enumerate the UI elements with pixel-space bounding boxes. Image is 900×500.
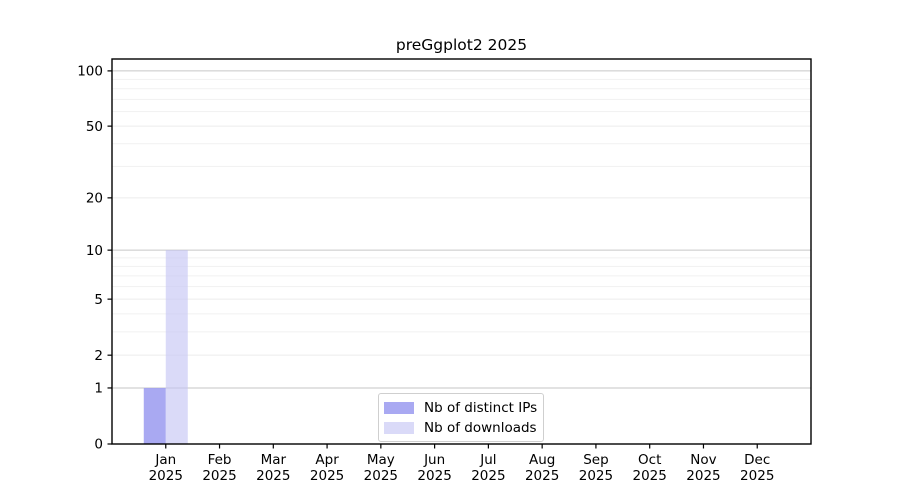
x-tick-label-month-jul: Jul (479, 452, 496, 468)
x-tick-label-month-jan: Jan (154, 452, 176, 468)
x-tick-label-year-mar: 2025 (256, 468, 290, 484)
x-tick-label-year-jun: 2025 (417, 468, 451, 484)
x-tick-label-year-oct: 2025 (633, 468, 667, 484)
x-tick-label-month-mar: Mar (261, 452, 287, 468)
legend: Nb of distinct IPs Nb of downloads (378, 393, 545, 442)
x-tick-label-year-may: 2025 (364, 468, 398, 484)
x-tick-label-year-feb: 2025 (202, 468, 236, 484)
legend-item-distinct-ips: Nb of distinct IPs (384, 398, 537, 417)
plot-border (111, 58, 812, 445)
x-tick-label-month-jun: Jun (423, 452, 445, 468)
x-tick-label-month-dec: Dec (744, 452, 770, 468)
x-tick-label-year-dec: 2025 (740, 468, 774, 484)
legend-swatch-distinct-ips (384, 401, 414, 414)
y-tick-label-50: 50 (86, 119, 103, 135)
x-tick-label-year-aug: 2025 (525, 468, 559, 484)
x-tick-label-year-nov: 2025 (686, 468, 720, 484)
x-tick-label-month-aug: Aug (529, 452, 555, 468)
y-tick-label-2: 2 (94, 348, 103, 364)
x-tick-label-month-may: May (367, 452, 395, 468)
legend-swatch-downloads (384, 421, 414, 434)
chart-title: preGgplot2 2025 (395, 36, 528, 54)
bar-nb-of-distinct-ips-jan (143, 387, 166, 444)
x-tick-label-month-oct: Oct (638, 452, 661, 468)
legend-label-downloads: Nb of downloads (424, 419, 537, 436)
y-tick-label-5: 5 (94, 292, 103, 308)
x-tick-label-year-apr: 2025 (310, 468, 344, 484)
x-tick-label-year-jul: 2025 (471, 468, 505, 484)
bar-nb-of-downloads-jan (165, 250, 188, 444)
y-tick-label-20: 20 (86, 191, 103, 207)
y-tick-label-100: 100 (77, 64, 103, 80)
y-tick-label-10: 10 (86, 243, 103, 259)
x-tick-label-month-apr: Apr (315, 452, 339, 468)
y-tick-label-0: 0 (94, 437, 103, 453)
legend-item-downloads: Nb of downloads (384, 418, 537, 437)
x-tick-label-month-nov: Nov (690, 452, 716, 468)
x-tick-label-year-jan: 2025 (149, 468, 183, 484)
x-tick-label-month-feb: Feb (208, 452, 232, 468)
legend-label-distinct-ips: Nb of distinct IPs (424, 399, 538, 416)
x-tick-label-year-sep: 2025 (579, 468, 613, 484)
y-tick-label-1: 1 (94, 381, 103, 397)
x-tick-label-month-sep: Sep (583, 452, 608, 468)
